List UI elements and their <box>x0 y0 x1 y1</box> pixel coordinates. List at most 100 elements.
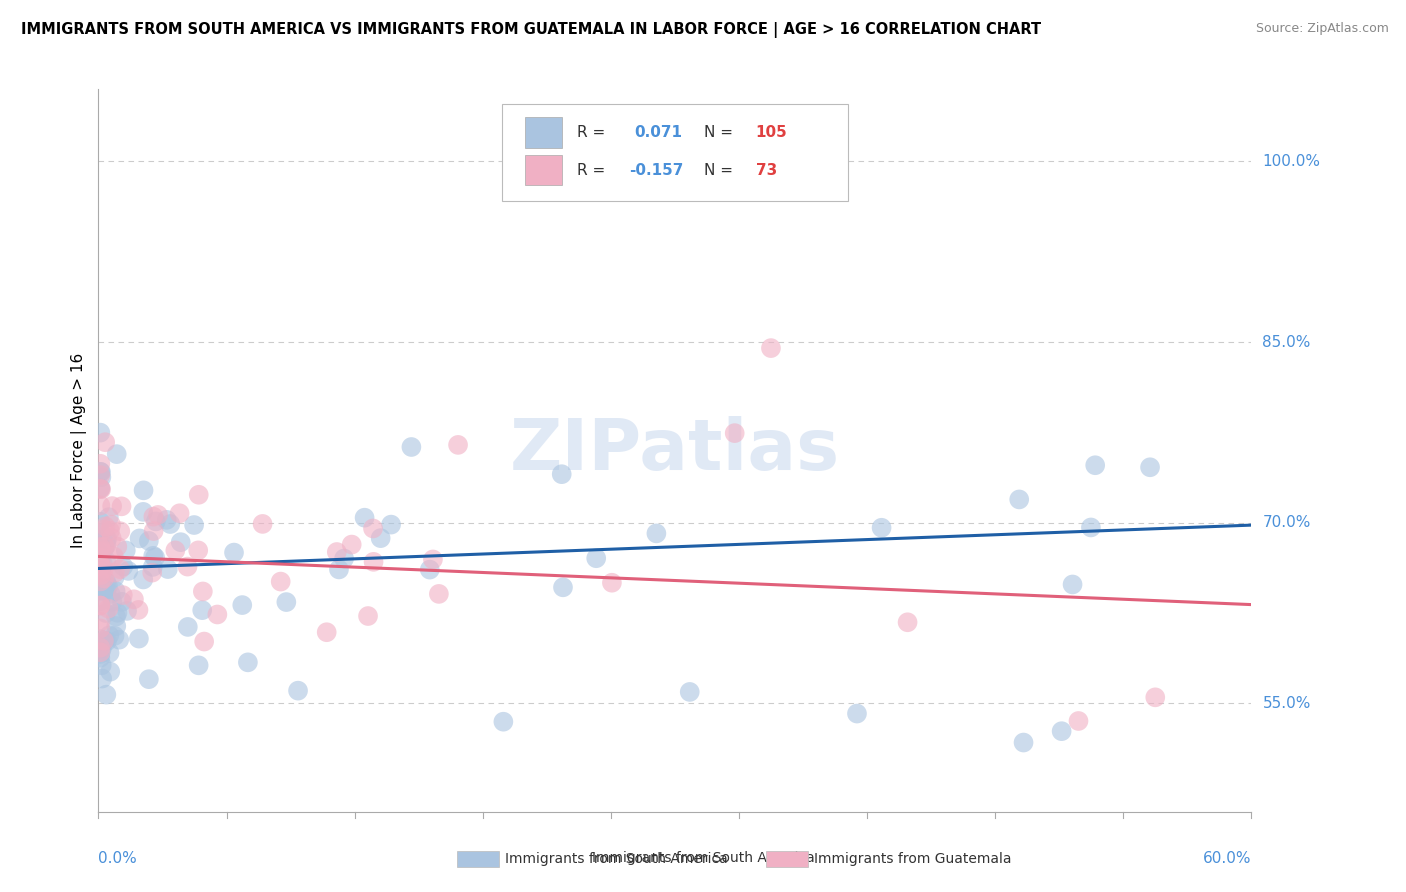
Point <box>96 538 118 552</box>
Point <box>89 558 111 572</box>
Point <box>100 531 122 545</box>
FancyBboxPatch shape <box>524 155 562 186</box>
Point <box>231 598 253 612</box>
Point <box>1084 458 1107 473</box>
Point <box>89 465 111 479</box>
Point <box>177 620 200 634</box>
Point <box>89 499 111 513</box>
Point <box>165 543 187 558</box>
Point <box>108 562 131 576</box>
Point <box>759 341 782 355</box>
Point <box>89 481 111 495</box>
Point <box>222 545 245 559</box>
Point <box>89 565 111 579</box>
Point <box>91 580 114 594</box>
Point <box>870 521 893 535</box>
Point <box>105 619 128 633</box>
Point <box>138 672 160 686</box>
Point <box>93 633 115 648</box>
Point <box>89 555 111 569</box>
Point <box>100 517 122 532</box>
Point <box>90 482 112 496</box>
Point <box>90 568 112 582</box>
Point <box>1012 735 1035 749</box>
Point <box>101 499 124 513</box>
Point <box>96 532 118 546</box>
Point <box>626 853 648 867</box>
Point <box>333 551 356 566</box>
Point <box>89 515 111 529</box>
Point <box>191 584 214 599</box>
Point <box>111 588 134 602</box>
FancyBboxPatch shape <box>524 118 562 148</box>
Point <box>89 647 111 661</box>
Text: 70.0%: 70.0% <box>1263 516 1310 530</box>
Point <box>105 447 128 461</box>
Point <box>114 543 136 558</box>
Point <box>97 579 120 593</box>
Point <box>156 513 179 527</box>
Point <box>89 594 111 608</box>
Point <box>94 435 117 450</box>
Point <box>145 515 167 529</box>
Point <box>89 555 111 569</box>
Point <box>89 558 111 573</box>
Point <box>132 483 155 498</box>
Point <box>93 583 115 598</box>
Point <box>1067 714 1090 728</box>
Text: Source: ZipAtlas.com: Source: ZipAtlas.com <box>1256 22 1389 36</box>
Point <box>142 560 165 574</box>
Point <box>357 609 380 624</box>
Point <box>112 559 135 574</box>
Point <box>94 554 117 568</box>
Text: 73: 73 <box>755 162 778 178</box>
Point <box>236 656 259 670</box>
Point <box>90 658 112 673</box>
Point <box>679 685 702 699</box>
Point <box>98 665 121 679</box>
Text: 85.0%: 85.0% <box>1263 334 1310 350</box>
Point <box>90 574 112 589</box>
Point <box>89 574 111 589</box>
Text: Immigrants from Guatemala: Immigrants from Guatemala <box>814 852 1011 866</box>
Text: Immigrants from South America: Immigrants from South America <box>505 852 727 866</box>
Point <box>187 488 209 502</box>
Text: N =: N = <box>704 125 738 140</box>
Point <box>94 519 117 533</box>
Point <box>98 628 121 642</box>
Point <box>128 532 150 546</box>
Point <box>276 595 298 609</box>
Point <box>122 592 145 607</box>
Point <box>89 533 111 547</box>
Text: 0.0%: 0.0% <box>98 851 138 865</box>
Point <box>89 645 111 659</box>
Point <box>93 541 115 556</box>
Point <box>96 584 118 599</box>
FancyBboxPatch shape <box>502 103 848 202</box>
Point <box>191 603 214 617</box>
Point <box>117 564 139 578</box>
Point <box>89 599 111 613</box>
Point <box>89 468 111 483</box>
Point <box>353 510 375 524</box>
Point <box>176 559 198 574</box>
Point <box>370 531 392 545</box>
Point <box>94 606 117 620</box>
Point <box>101 594 124 608</box>
Point <box>361 521 384 535</box>
Point <box>492 714 515 729</box>
Point <box>110 500 132 514</box>
Point <box>207 607 229 622</box>
Text: 100.0%: 100.0% <box>1263 154 1320 169</box>
Point <box>103 570 125 584</box>
Text: IMMIGRANTS FROM SOUTH AMERICA VS IMMIGRANTS FROM GUATEMALA IN LABOR FORCE | AGE : IMMIGRANTS FROM SOUTH AMERICA VS IMMIGRA… <box>21 22 1042 38</box>
Point <box>89 583 111 598</box>
Point <box>141 566 163 580</box>
Point <box>142 509 165 524</box>
Point <box>98 646 121 660</box>
Point <box>89 540 111 554</box>
Point <box>104 566 127 580</box>
Point <box>270 574 292 589</box>
Text: 55.0%: 55.0% <box>1263 696 1310 711</box>
Point <box>551 580 574 594</box>
